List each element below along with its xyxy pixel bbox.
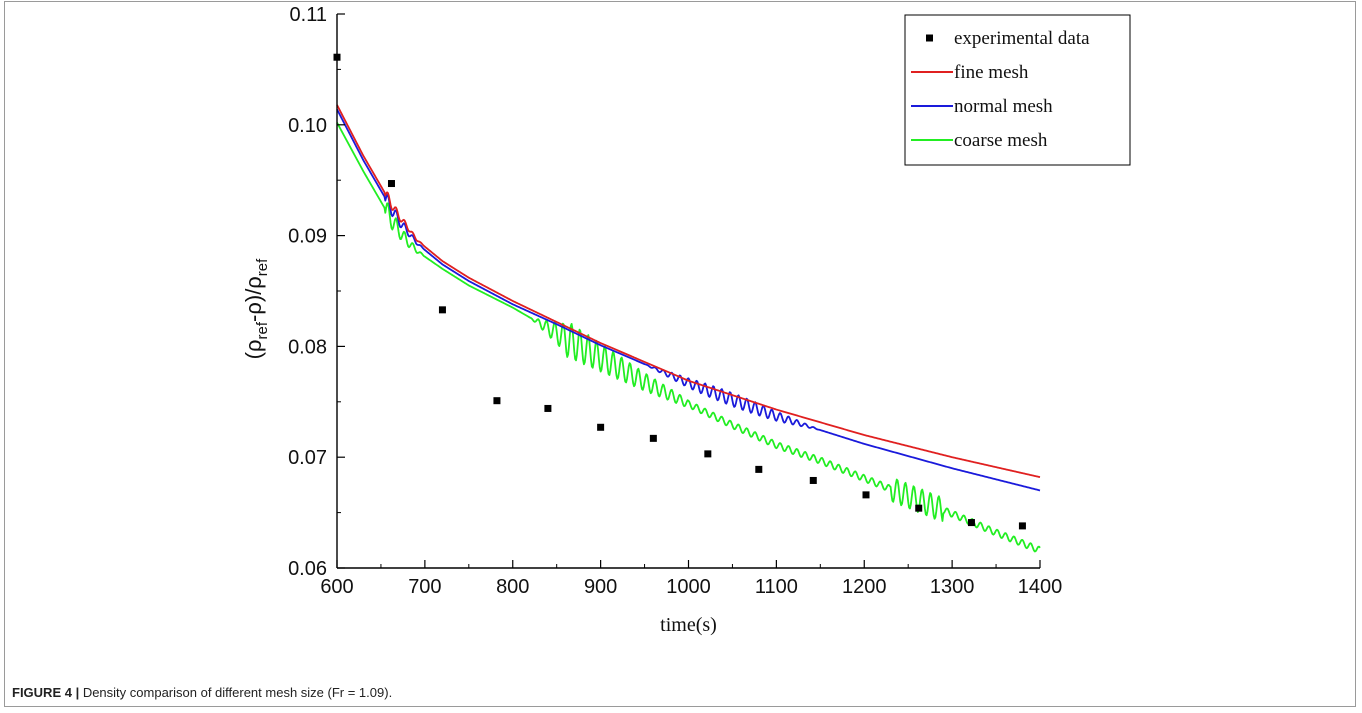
y-tick-label: 0.10	[288, 115, 327, 137]
caption-text: Density comparison of different mesh siz…	[79, 685, 393, 700]
x-tick-label: 1300	[930, 576, 975, 598]
series-line-normal-mesh	[336, 108, 1041, 492]
x-tick-label: 1400	[1018, 576, 1063, 598]
y-axis-title-part: -ρ)/ρ	[241, 276, 266, 322]
legend-marker-square	[926, 34, 933, 42]
data-point	[809, 476, 817, 484]
series-line-fine-mesh	[336, 104, 1041, 479]
legend-label: experimental data	[954, 28, 1090, 49]
y-tick-label: 0.07	[288, 447, 327, 469]
data-point	[649, 434, 657, 442]
legend-label: normal mesh	[954, 96, 1053, 117]
y-axis-title-subscript: ref	[254, 258, 271, 276]
ticks-layer: 600 700 800 900 1000 1100 1200 1300 1400 0.06 0.07…	[288, 4, 1062, 598]
x-axis-title: time(s)	[660, 614, 717, 636]
x-tick-label: 1000	[666, 576, 711, 598]
data-point	[967, 519, 975, 527]
data-point	[544, 404, 552, 412]
data-point	[387, 180, 395, 188]
x-tick-label: 600	[320, 576, 353, 598]
series-line-coarse-mesh	[336, 122, 1041, 553]
figure-caption: FIGURE 4 | Density comparison of differe…	[12, 685, 392, 700]
x-tick-label: 800	[496, 576, 529, 598]
data-point	[597, 423, 605, 431]
legend-label: coarse mesh	[954, 130, 1048, 151]
y-tick-label: 0.09	[288, 226, 327, 248]
legend: experimental data fine mesh normal mesh coa…	[904, 14, 1131, 166]
x-tick-label: 900	[584, 576, 617, 598]
legend-label: fine mesh	[954, 62, 1029, 83]
data-point	[1018, 522, 1026, 530]
data-point	[704, 450, 712, 458]
data-point	[862, 491, 870, 499]
figure-frame	[4, 1, 1356, 707]
x-tick-label: 700	[408, 576, 441, 598]
y-axis-title-part: (ρ	[241, 339, 266, 359]
axes-layer: time(s)(ρref-ρ)/ρref	[241, 14, 1040, 636]
data-point	[915, 504, 923, 512]
data-point	[755, 465, 763, 473]
y-tick-label: 0.11	[290, 4, 327, 26]
series-layer	[333, 53, 1041, 553]
y-tick-label: 0.08	[288, 336, 327, 358]
y-axis-title-subscript: ref	[254, 321, 271, 339]
x-tick-label: 1200	[842, 576, 887, 598]
y-axis-title: (ρref-ρ)/ρref	[241, 258, 271, 359]
data-point	[438, 306, 446, 314]
caption-label: FIGURE 4 |	[12, 685, 80, 700]
x-tick-label: 1100	[755, 576, 798, 598]
y-tick-label: 0.06	[288, 558, 327, 580]
data-point	[493, 397, 501, 405]
